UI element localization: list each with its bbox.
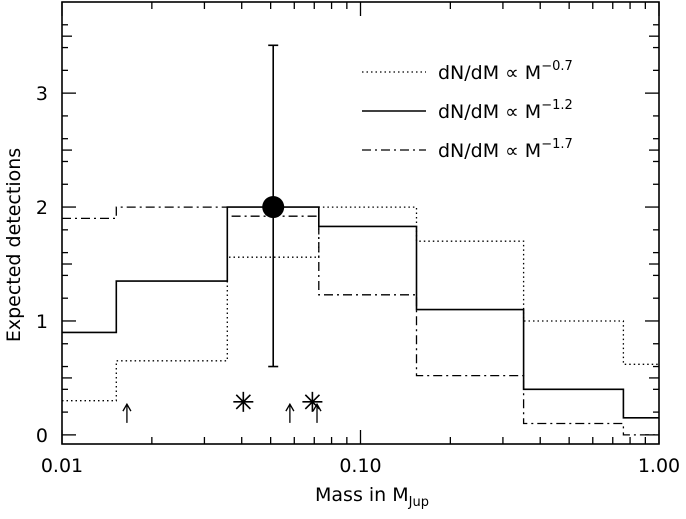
legend-label: dN/dM ∝ M−0.7 — [438, 59, 573, 84]
legend-entry-1: dN/dM ∝ M−0.7 — [362, 59, 573, 84]
y-axis-label: Expected detections — [3, 148, 25, 342]
markers-layer — [122, 44, 323, 423]
asterisk-marker-1 — [233, 391, 254, 412]
axis-ticks — [61, 2, 660, 444]
y-tick-label: 0 — [36, 425, 48, 447]
x-axis-label-subscript: Jup — [408, 495, 429, 510]
series-layer — [62, 206, 659, 436]
legend-entry-2: dN/dM ∝ M−1.2 — [362, 98, 573, 123]
series-line-1 — [62, 206, 659, 402]
tick-labels: 0.01 0.10 1.00 0 1 2 3 — [36, 83, 680, 477]
x-tick-label: 0.01 — [41, 455, 83, 477]
y-tick-label: 1 — [36, 311, 48, 333]
upper-limit-arrow-3 — [312, 402, 322, 423]
legend-entry-3: dN/dM ∝ M−1.7 — [362, 137, 573, 162]
y-tick-label: 3 — [36, 83, 48, 105]
series-line-2 — [62, 206, 659, 419]
legend: dN/dM ∝ M−0.7 dN/dM ∝ M−1.2 dN/dM ∝ M−1.7 — [362, 59, 573, 162]
legend-label: dN/dM ∝ M−1.7 — [438, 137, 573, 162]
x-axis-label: Mass in MJup — [315, 484, 429, 510]
upper-limit-arrow-1 — [122, 402, 132, 423]
series-line-3 — [62, 206, 659, 436]
y-tick-label: 2 — [36, 197, 48, 219]
data-point — [262, 196, 285, 219]
x-axis-label-main: Mass in M — [315, 484, 409, 506]
upper-limit-arrow-2 — [285, 402, 295, 423]
x-tick-label: 0.10 — [339, 455, 381, 477]
legend-label: dN/dM ∝ M−1.2 — [438, 98, 573, 123]
x-tick-label: 1.00 — [638, 455, 680, 477]
